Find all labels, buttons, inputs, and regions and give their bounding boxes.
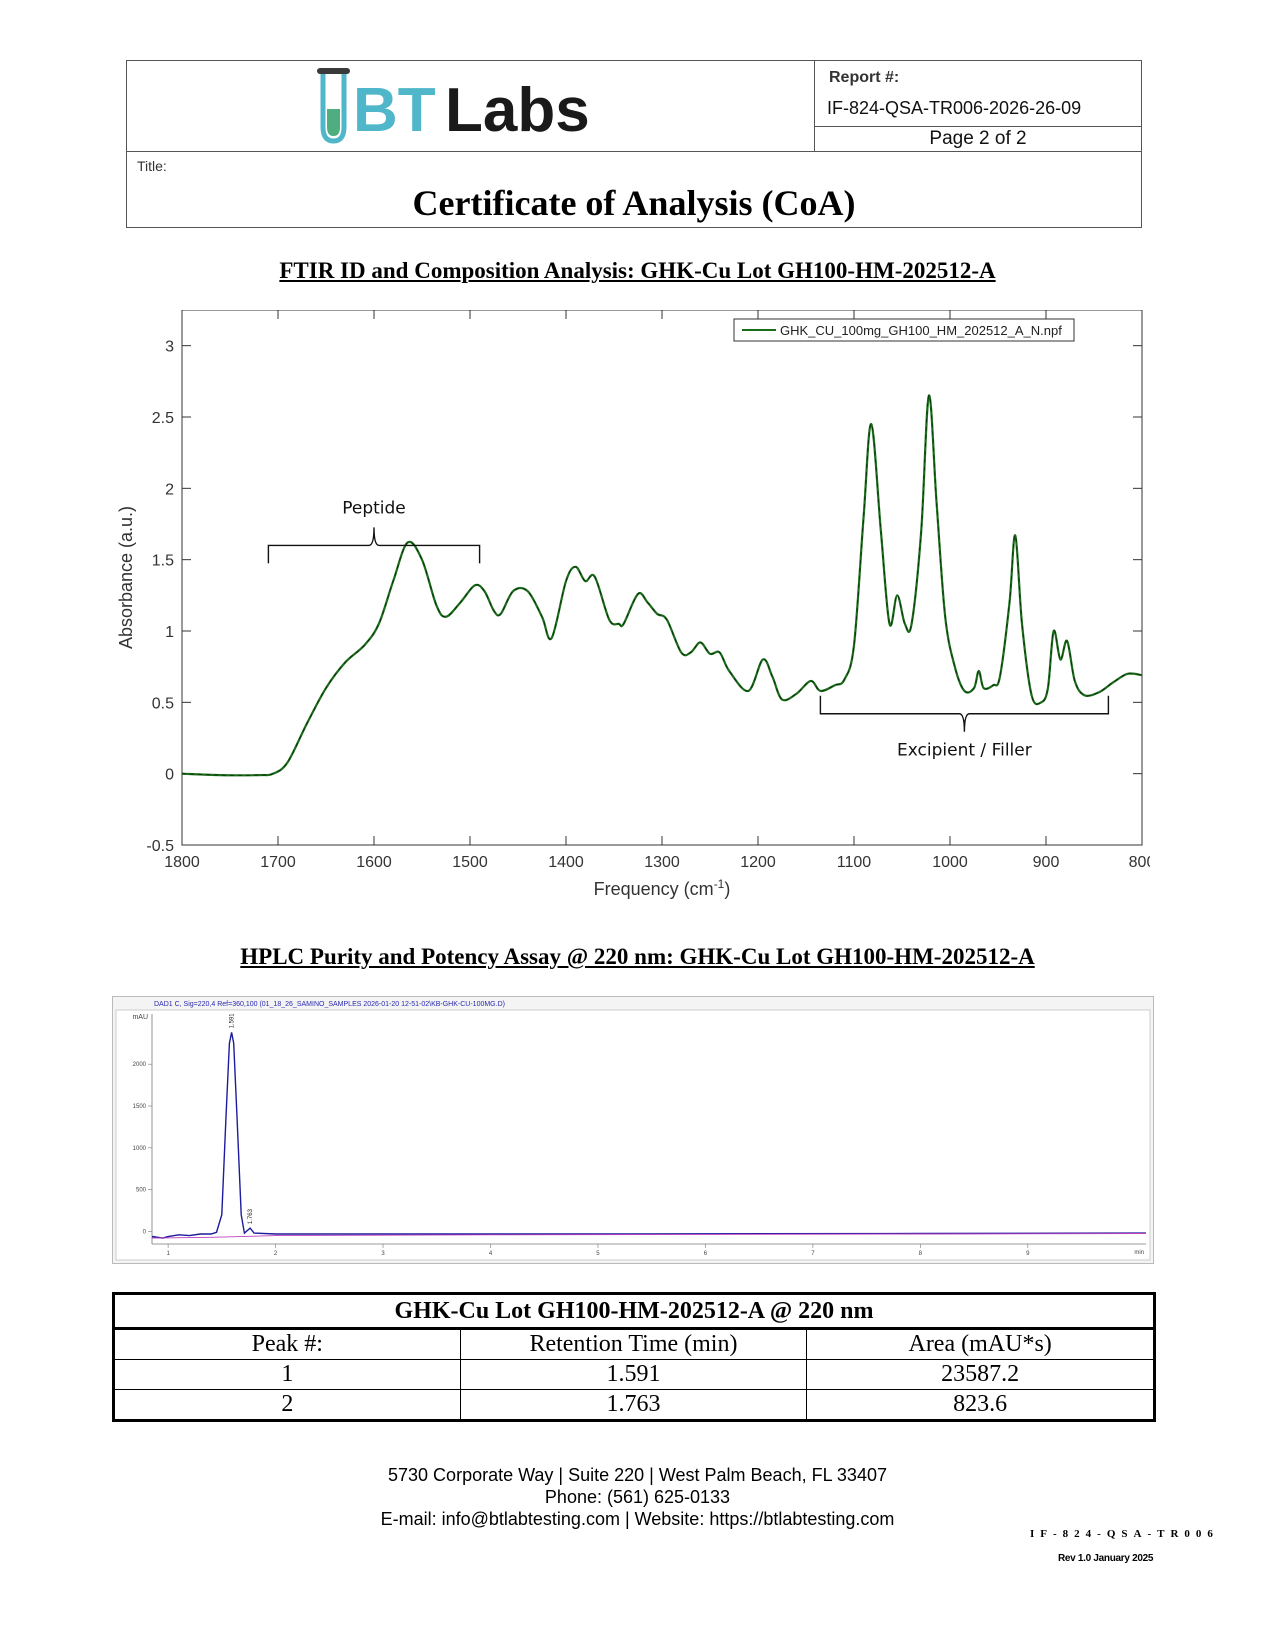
report-number: IF-824-QSA-TR006-2026-26-09 — [827, 98, 1082, 118]
table-row: 1 1.591 23587.2 — [113, 1359, 1155, 1390]
y-tick-label: 1 — [165, 624, 174, 641]
title-label: Title: — [137, 158, 167, 174]
document-code: IF-824-QSA-TR006 — [1030, 1528, 1219, 1540]
x-tick-label: 1800 — [164, 854, 200, 871]
annotation-label: Peptide — [342, 498, 406, 518]
logo-text-bt: BT — [353, 76, 436, 145]
ftir-chart: 1800 1700 1600 1500 1400 1300 1200 1100 1000 900 8… — [116, 310, 1150, 899]
x-tick-label: 1400 — [548, 854, 584, 871]
annotation-bracket — [819, 695, 1110, 732]
cell-peak: 2 — [113, 1389, 461, 1421]
y-tick-label: 2 — [165, 481, 174, 498]
x-tick-label: 1100 — [837, 854, 872, 871]
report-info-cell: Report #: IF-824-QSA-TR006-2026-26-09 Pa… — [815, 61, 1141, 151]
cell-area: 823.6 — [806, 1389, 1155, 1421]
x-axis-label-close: ) — [724, 879, 730, 899]
y-tick-label: 2000 — [133, 1062, 147, 1068]
x-tick-label: 1 — [166, 1251, 170, 1257]
hplc-heading: HPLC Purity and Potency Assay @ 220 nm: … — [240, 944, 1035, 969]
x-tick-label: 5 — [596, 1251, 600, 1257]
y-tick-label: 1500 — [133, 1104, 147, 1110]
report-label: Report #: — [829, 69, 900, 86]
y-tick-label: 0 — [143, 1229, 147, 1235]
x-axis-label: min — [1134, 1250, 1144, 1256]
footer-address: 5730 Corporate Way | Suite 220 | West Pa… — [388, 1465, 887, 1485]
y-tick-label: 3 — [165, 339, 174, 356]
x-tick-label: 4 — [489, 1251, 493, 1257]
x-tick-label: 800 — [1129, 854, 1150, 871]
hplc-chromatogram: DAD1 C, Sig=220,4 Ref=360,100 (01_18_26_… — [112, 996, 1154, 1264]
chromatogram-trace-baseline — [151, 1233, 1147, 1239]
report-header: BT Labs Report #: IF-824-QSA-TR006-2026-… — [126, 60, 1142, 228]
cell-retention: 1.763 — [459, 1389, 808, 1421]
table-header-row: Peak #: Retention Time (min) Area (mAU*s… — [113, 1328, 1155, 1360]
y-tick-label: 0.5 — [152, 695, 174, 712]
legend-box — [733, 318, 1075, 342]
x-tick-label: 7 — [811, 1251, 815, 1257]
x-tick-label: 1000 — [932, 854, 968, 871]
spectrum-line — [181, 394, 1143, 777]
title-row: Title: Certificate of Analysis (CoA) — [127, 151, 1141, 227]
legend-label: GHK_CU_100mg_GH100_HM_202512_A_N.npf — [780, 323, 1062, 338]
chromatogram-panel — [115, 1009, 1151, 1261]
x-tick-label: 6 — [704, 1251, 708, 1257]
footer-phone: Phone: (561) 625-0133 — [544, 1487, 731, 1507]
x-tick-label: 1300 — [644, 854, 680, 871]
column-header-area: Area (mAU*s) — [806, 1328, 1155, 1360]
logo-cell: BT Labs — [127, 61, 815, 151]
chromatogram-trace-signal — [151, 1032, 1146, 1239]
y-tick-label: 2.5 — [152, 410, 174, 427]
annotation-label: Excipient / Filler — [897, 741, 1032, 761]
peak-label: 1.763 — [248, 1208, 254, 1224]
x-tick-label: 900 — [1033, 854, 1060, 871]
table-caption: GHK-Cu Lot GH100-HM-202512-A @ 220 nm — [112, 1292, 1156, 1330]
ftir-heading: FTIR ID and Composition Analysis: GHK-Cu… — [279, 258, 996, 283]
x-tick-label: 9 — [1026, 1251, 1030, 1257]
y-tick-label: 500 — [136, 1188, 147, 1194]
x-tick-label: 1700 — [260, 854, 296, 871]
logo-text-labs: Labs — [445, 76, 590, 145]
chromatogram-title: DAD1 C, Sig=220,4 Ref=360,100 (01_18_26_… — [154, 1001, 505, 1008]
y-axis-label: mAU — [132, 1014, 148, 1021]
page-number: Page 2 of 2 — [815, 126, 1141, 152]
y-tick-label: -0.5 — [146, 838, 174, 855]
column-header-peak: Peak #: — [113, 1328, 461, 1360]
x-tick-label: 1200 — [740, 854, 776, 871]
peak-label: 1.591 — [230, 1013, 236, 1029]
annotation-bracket — [267, 527, 481, 564]
x-axis-label-text: Frequency (cm — [594, 879, 714, 899]
table-row: 2 1.763 823.6 — [113, 1389, 1155, 1421]
y-axis-label: Absorbance (a.u.) — [116, 506, 136, 649]
x-tick-label: 1600 — [356, 854, 392, 871]
x-axis-label-sup: -1 — [714, 877, 725, 891]
spectrum-line-overlay — [181, 395, 1143, 776]
y-tick-label: 1.5 — [152, 553, 174, 570]
revision-label: Rev 1.0 January 2025 — [1058, 1553, 1154, 1564]
test-tube-icon — [317, 68, 350, 144]
btlabs-logo: BT Labs — [317, 68, 590, 145]
peak-results-table: GHK-Cu Lot GH100-HM-202512-A @ 220 nm Pe… — [112, 1292, 1156, 1422]
cell-area: 23587.2 — [806, 1359, 1155, 1390]
x-tick-label: 1500 — [452, 854, 488, 871]
x-axis-label: Frequency (cm-1) — [594, 877, 731, 899]
y-tick-label: 1000 — [133, 1146, 147, 1152]
cell-retention: 1.591 — [459, 1359, 808, 1390]
x-tick-label: 8 — [919, 1251, 923, 1257]
y-tick-label: 0 — [165, 767, 174, 784]
cell-peak: 1 — [113, 1359, 461, 1390]
column-header-retention: Retention Time (min) — [459, 1328, 808, 1360]
plot-frame — [181, 310, 1143, 846]
x-tick-label: 2 — [274, 1251, 278, 1257]
x-tick-label: 3 — [381, 1251, 385, 1257]
document-title: Certificate of Analysis (CoA) — [412, 183, 856, 223]
footer-contact: E-mail: info@btlabtesting.com | Website:… — [380, 1509, 895, 1529]
